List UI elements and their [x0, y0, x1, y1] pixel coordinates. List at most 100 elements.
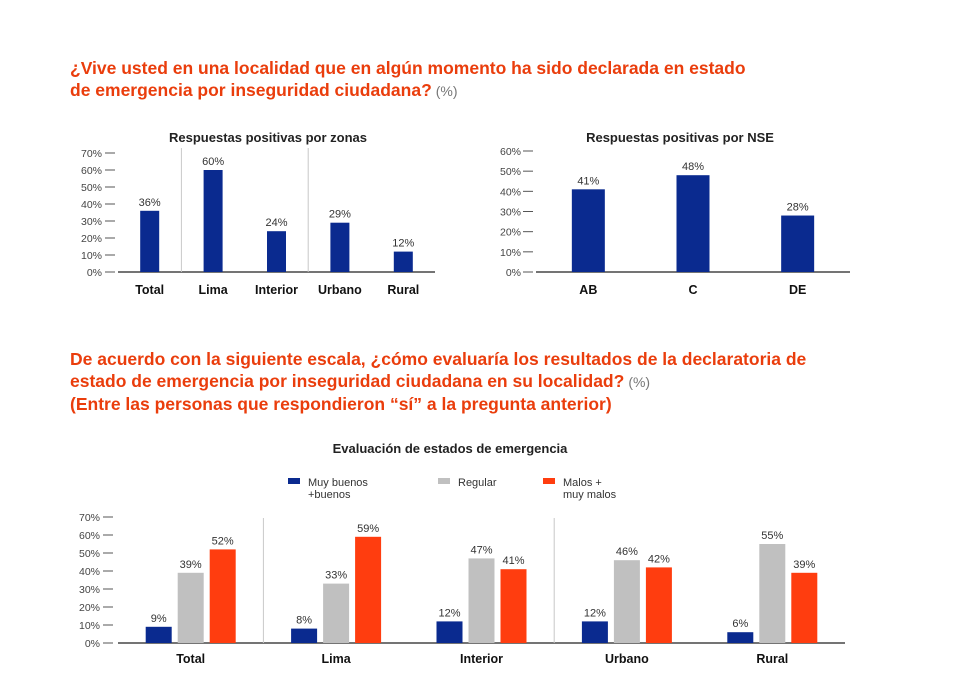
y-tick-label: 0%: [87, 267, 102, 279]
bar-evaluacion-total-s0: [145, 626, 172, 643]
legend-label: +buenos: [308, 489, 351, 501]
data-label: 42%: [648, 553, 670, 565]
chart-title-nse: Respuestas positivas por NSE: [586, 130, 774, 145]
bar-evaluacion-lima-s1: [323, 583, 350, 643]
data-label: 55%: [761, 530, 783, 542]
bar-zonas-lima: [203, 170, 223, 272]
data-label: 60%: [202, 156, 224, 168]
bar-evaluacion-rural-s0: [727, 632, 754, 643]
data-label: 39%: [793, 559, 815, 571]
y-tick-label: 40%: [500, 186, 521, 198]
data-label: 29%: [329, 209, 351, 221]
question-1-line1: ¿Vive usted en una localidad que en algú…: [70, 58, 746, 78]
question-1: ¿Vive usted en una localidad que en algú…: [70, 57, 890, 102]
question-2-line1: De acuerdo con la siguiente escala, ¿cóm…: [70, 349, 807, 369]
data-label: 12%: [392, 238, 414, 250]
legend-swatch: [543, 478, 555, 484]
bar-evaluacion-interior-s0: [436, 621, 463, 643]
data-label: 24%: [265, 217, 287, 229]
category-label-interior: Interior: [460, 652, 503, 666]
bar-evaluacion-urbano-s0: [581, 621, 608, 643]
y-tick-label: 20%: [79, 602, 100, 614]
data-label: 39%: [180, 559, 202, 571]
data-label: 33%: [325, 570, 347, 582]
y-tick-label: 40%: [79, 566, 100, 578]
y-tick-label: 50%: [500, 166, 521, 178]
y-tick-label: 20%: [81, 233, 102, 245]
y-tick-label: 50%: [79, 548, 100, 560]
category-label-rural: Rural: [387, 283, 419, 297]
bar-evaluacion-interior-s1: [468, 558, 495, 643]
y-tick-label: 60%: [81, 165, 102, 177]
category-label-de: DE: [789, 283, 806, 297]
bar-evaluacion-total-s2: [209, 549, 236, 643]
bar-zonas-rural: [393, 251, 413, 272]
data-label: 59%: [357, 523, 379, 535]
category-label-c: C: [688, 283, 697, 297]
question-2-line2: estado de emergencia por inseguridad ciu…: [70, 371, 625, 391]
y-tick-label: 50%: [81, 182, 102, 194]
data-label: 41%: [502, 555, 524, 567]
data-label: 12%: [584, 607, 606, 619]
legend-label: muy malos: [563, 489, 617, 501]
data-label: 6%: [732, 618, 748, 630]
data-label: 48%: [682, 161, 704, 173]
bar-nse-de: [781, 215, 815, 272]
y-tick-label: 10%: [500, 247, 521, 259]
y-tick-label: 0%: [85, 638, 100, 650]
question-1-unit: (%): [435, 83, 458, 99]
y-tick-label: 10%: [81, 250, 102, 262]
legend-label: Muy buenos: [308, 477, 368, 489]
data-label: 47%: [470, 544, 492, 556]
bar-evaluacion-urbano-s1: [613, 560, 640, 643]
bar-zonas-urbano: [330, 222, 350, 272]
y-tick-label: 10%: [79, 620, 100, 632]
y-tick-label: 60%: [79, 530, 100, 542]
data-label: 52%: [212, 535, 234, 547]
chart-title-zonas: Respuestas positivas por zonas: [169, 130, 367, 145]
data-label: 46%: [616, 546, 638, 558]
bar-evaluacion-lima-s0: [291, 628, 318, 643]
data-label: 28%: [787, 202, 809, 214]
bar-evaluacion-urbano-s2: [645, 567, 672, 643]
legend-swatch: [288, 478, 300, 484]
data-label: 12%: [438, 607, 460, 619]
y-tick-label: 60%: [500, 146, 521, 158]
y-tick-label: 30%: [79, 584, 100, 596]
data-label: 8%: [296, 615, 312, 627]
category-label-total: Total: [135, 283, 164, 297]
legend-label: Regular: [458, 477, 497, 489]
y-tick-label: 70%: [79, 512, 100, 524]
bar-zonas-total: [140, 210, 160, 272]
category-label-lima: Lima: [322, 652, 352, 666]
bar-evaluacion-rural-s2: [791, 572, 818, 643]
question-2-unit: (%): [628, 374, 651, 390]
y-tick-label: 20%: [500, 227, 521, 239]
question-1-line2: de emergencia por inseguridad ciudadana?: [70, 80, 432, 100]
y-tick-label: 70%: [81, 148, 102, 160]
legend-label: Malos +: [563, 477, 602, 489]
data-label: 36%: [139, 197, 161, 209]
category-label-interior: Interior: [255, 283, 298, 297]
bar-nse-c: [676, 175, 710, 272]
bar-zonas-interior: [267, 231, 286, 272]
bar-evaluacion-rural-s1: [759, 544, 786, 643]
category-label-ab: AB: [579, 283, 597, 297]
bar-evaluacion-lima-s2: [355, 536, 382, 643]
bar-nse-ab: [571, 189, 605, 272]
bar-evaluacion-interior-s2: [500, 569, 527, 643]
bar-evaluacion-total-s1: [177, 572, 204, 643]
chart-title-evaluacion: Evaluación de estados de emergencia: [333, 441, 569, 456]
y-tick-label: 40%: [81, 199, 102, 211]
y-tick-label: 0%: [506, 267, 521, 279]
category-label-urbano: Urbano: [318, 283, 362, 297]
data-label: 9%: [151, 613, 167, 625]
category-label-lima: Lima: [199, 283, 229, 297]
y-tick-label: 30%: [81, 216, 102, 228]
y-tick-label: 30%: [500, 207, 521, 219]
category-label-urbano: Urbano: [605, 652, 649, 666]
question-2: De acuerdo con la siguiente escala, ¿cóm…: [70, 348, 930, 415]
data-label: 41%: [577, 175, 599, 187]
question-2-line3: (Entre las personas que respondieron “sí…: [70, 394, 612, 414]
category-label-total: Total: [176, 652, 205, 666]
